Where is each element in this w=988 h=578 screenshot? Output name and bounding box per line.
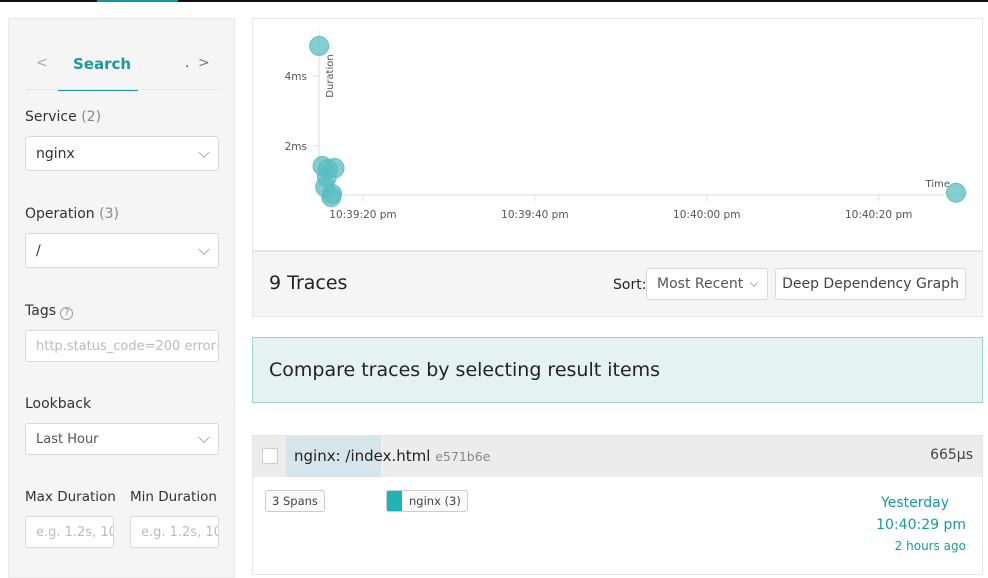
max-duration-label: Max Duration — [25, 489, 116, 505]
max-duration-input[interactable]: e.g. 1.2s, 100ms, 500us — [25, 516, 114, 548]
service-color — [387, 491, 402, 511]
results-header: 9 Traces Sort: Most Recent Deep Dependen… — [252, 251, 983, 317]
y-axis-label: Duration — [325, 54, 336, 97]
label: Operation — [25, 206, 95, 222]
value: Last Hour — [36, 431, 99, 447]
trace-id: e571b6e — [435, 449, 491, 464]
tags-input[interactable]: http.status_code=200 error=true — [25, 330, 219, 362]
y-tick-label: 2ms — [285, 141, 307, 153]
label: Tags — [25, 303, 56, 319]
hint-text: Compare traces by selecting result items — [269, 359, 661, 381]
tab-search[interactable]: Search — [73, 55, 132, 73]
tab-prev[interactable]: < — [36, 55, 48, 71]
min-duration-label: Min Duration — [130, 489, 217, 505]
lookback-select[interactable]: Last Hour — [25, 423, 219, 455]
x-tick-label: 10:40:00 pm — [673, 209, 740, 221]
ago: 2 hours ago — [894, 539, 966, 553]
date: Yesterday — [881, 495, 949, 511]
trace-title[interactable]: nginx: /index.html e571b6e — [294, 447, 490, 465]
time: 10:40:29 pm — [876, 517, 966, 533]
min-duration-input[interactable]: e.g. 1.2s, 100ms, 500us — [130, 516, 219, 548]
trace-item[interactable]: nginx: /index.html e571b6e 665μs 3 Spans… — [252, 435, 983, 575]
top-bar-active — [97, 0, 178, 2]
sort-select[interactable]: Most Recent — [646, 268, 768, 300]
service-select[interactable]: nginx — [25, 136, 219, 171]
x-tick-label: 10:40:20 pm — [845, 209, 912, 221]
ddg-button[interactable]: Deep Dependency Graph — [775, 268, 966, 300]
duration: 665μs — [930, 447, 973, 463]
operation-label: Operation (3) — [25, 206, 119, 222]
checkbox[interactable] — [262, 448, 278, 464]
count: (2) — [81, 109, 102, 125]
value: nginx — [36, 145, 75, 162]
lookback-label: Lookback — [25, 396, 92, 412]
operation: /index.html — [345, 447, 431, 465]
compare-hint: Compare traces by selecting result items — [252, 337, 983, 403]
label: Service — [25, 109, 77, 125]
trace-count: 9 Traces — [269, 272, 348, 294]
help-icon[interactable]: ? — [60, 307, 74, 320]
x-axis-label: Time — [925, 179, 950, 190]
trace-point — [309, 35, 330, 56]
chart-panel: Duration Time 10:39:20 pm 10:39:40 pm 10:4… — [252, 18, 983, 251]
value: / — [36, 242, 41, 259]
tab-next-partial[interactable]: . — [185, 55, 190, 71]
service-label: Service (2) — [25, 109, 101, 125]
tab-next[interactable]: > — [198, 55, 210, 71]
placeholder: e.g. 1.2s, 100ms, 500us — [141, 524, 218, 540]
trace-point — [321, 187, 342, 208]
value: Most Recent — [657, 276, 744, 292]
label: Deep Dependency Graph — [782, 276, 959, 292]
service: nginx: — [294, 447, 341, 465]
scatter-chart: Duration Time 10:39:20 pm 10:39:40 pm 10:4… — [285, 31, 968, 221]
trace-point — [946, 182, 966, 203]
sort-label: Sort: — [613, 277, 647, 293]
x-tick-label: 10:39:20 pm — [329, 209, 396, 221]
operation-select[interactable]: / — [25, 233, 219, 268]
y-tick-label: 4ms — [285, 71, 307, 83]
tab-underline — [58, 89, 138, 91]
label: nginx (3) — [409, 494, 461, 508]
count: (3) — [99, 206, 119, 222]
tab-divider — [25, 89, 219, 90]
service-tag: nginx (3) — [386, 490, 468, 512]
trace-highlight — [286, 436, 381, 477]
spans-tag: 3 Spans — [265, 490, 325, 512]
x-tick-label: 10:39:40 pm — [501, 209, 568, 221]
top-bar — [0, 0, 988, 2]
placeholder: e.g. 1.2s, 100ms, 500us — [36, 524, 113, 540]
tags-label: Tags ? — [25, 303, 74, 320]
placeholder: http.status_code=200 error=true — [36, 338, 218, 354]
sidebar: < Search . > Service (2) nginx Operation… — [8, 18, 235, 578]
